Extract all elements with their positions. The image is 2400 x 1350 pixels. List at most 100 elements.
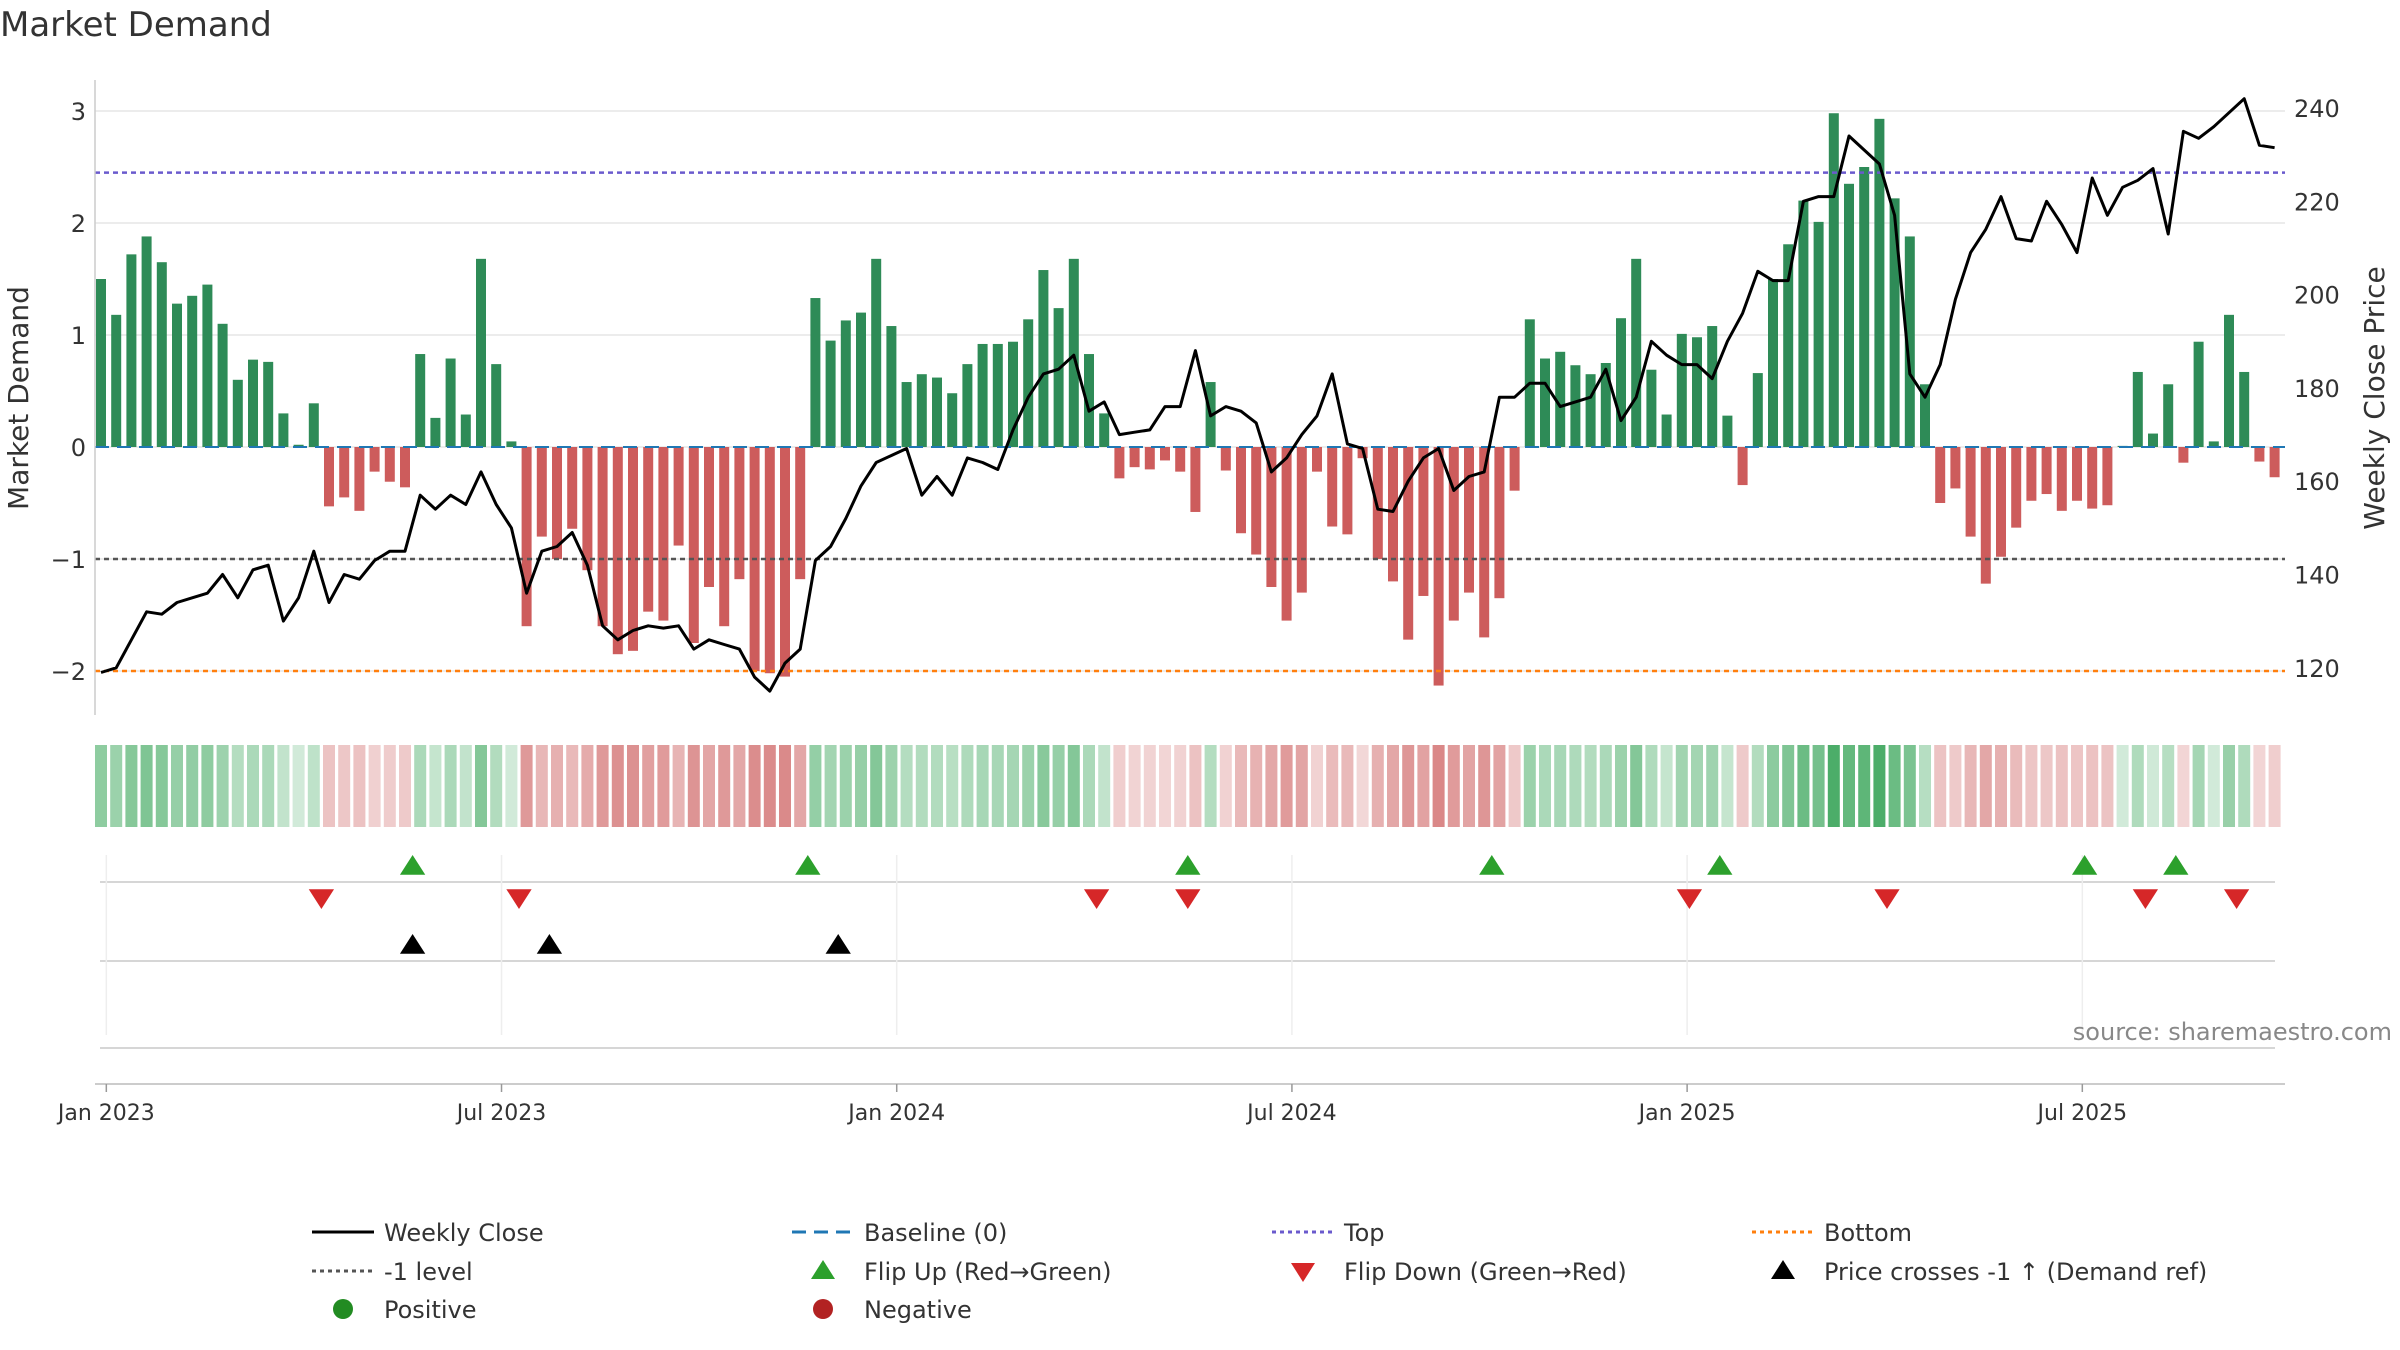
negative-bar <box>354 447 365 511</box>
x-tick-label: Jan 2023 <box>56 1101 155 1126</box>
heat-cell-negative <box>1295 745 1308 827</box>
y-tick-right-label: 240 <box>2294 95 2340 123</box>
signal-markers <box>100 855 2275 1049</box>
heat-cell-positive <box>1584 745 1597 827</box>
negative-bar <box>780 447 790 677</box>
positive-bar <box>460 414 471 447</box>
heat-cell-positive <box>1523 745 1536 827</box>
y-tick-right-label: 160 <box>2294 468 2340 496</box>
negative-bar <box>1494 447 1505 599</box>
heat-cell-positive <box>1615 745 1627 827</box>
y-tick-right-label: 120 <box>2294 655 2340 683</box>
heat-cell-negative <box>2040 745 2053 827</box>
negative-bar <box>2178 447 2189 463</box>
positive-bar <box>1631 258 1642 447</box>
heat-cell-negative <box>1447 745 1460 827</box>
negative-bar <box>1220 447 1231 471</box>
positive-bar <box>932 377 942 447</box>
price-line-layer <box>100 97 2275 693</box>
positive-bar <box>141 236 152 447</box>
positive-bar <box>1068 258 1079 447</box>
legend-swatch-dot <box>333 1299 353 1319</box>
heat-cell-negative <box>2177 745 2190 827</box>
negative-bar <box>1950 447 1961 489</box>
positive-bar <box>2239 371 2250 447</box>
negative-bar <box>628 447 638 651</box>
heat-cell-negative <box>627 745 639 827</box>
negative-bar <box>339 447 350 498</box>
positive-bar <box>1828 113 1839 448</box>
positive-bar <box>263 361 274 447</box>
negative-bar <box>1479 447 1490 638</box>
heat-cell-positive <box>2192 745 2205 827</box>
heat-cell-positive <box>1827 745 1840 827</box>
heat-cell-positive <box>216 745 229 827</box>
legend-label: Weekly Close <box>384 1219 544 1247</box>
legend-label: Top <box>1343 1219 1385 1247</box>
negative-bar <box>2087 447 2098 509</box>
heat-cell-negative <box>1736 745 1749 827</box>
negative-bar <box>2011 447 2022 528</box>
positive-bar <box>1692 337 1702 447</box>
price-cross-marker <box>536 934 563 954</box>
negative-bar <box>643 447 654 612</box>
reference-lines <box>95 171 2285 673</box>
heat-cell-positive <box>824 745 837 827</box>
heat-cell-positive <box>1037 745 1050 827</box>
heat-cell-positive <box>95 745 107 827</box>
positive-bar <box>1874 118 1885 447</box>
negative-bar <box>764 447 775 674</box>
positive-bar <box>2163 384 2174 447</box>
heat-cell-positive <box>2147 745 2159 827</box>
positive-bar <box>278 413 289 447</box>
heat-cell-positive <box>171 745 183 827</box>
heat-cell-negative <box>2025 745 2038 827</box>
negative-bar <box>1464 447 1474 593</box>
positive-bar <box>1038 270 1049 447</box>
y-tick-right-label: 180 <box>2294 375 2340 403</box>
heat-cell-negative <box>2086 745 2099 827</box>
positive-bar <box>947 393 958 447</box>
positive-bar <box>1813 221 1824 447</box>
heat-cell-negative <box>1143 745 1156 827</box>
positive-bar <box>1540 358 1550 447</box>
positive-bar <box>977 343 988 447</box>
heat-cell-negative <box>1280 745 1293 827</box>
y-tick-left-label: 0 <box>71 434 86 462</box>
positive-bar <box>1646 369 1657 447</box>
heat-cell-positive <box>900 745 913 827</box>
flip-up-marker <box>2163 855 2189 875</box>
positive-bar <box>1023 319 1034 447</box>
heat-cell-negative <box>642 745 655 827</box>
positive-bar <box>308 403 319 447</box>
y-tick-right-label: 140 <box>2294 562 2340 590</box>
heat-cell-negative <box>611 745 624 827</box>
negative-bar <box>324 447 334 507</box>
negative-bar <box>1175 447 1186 472</box>
heat-cell-positive <box>1782 745 1795 827</box>
positive-bar <box>962 364 973 447</box>
negative-bar <box>2056 447 2067 511</box>
price-cross-marker <box>399 934 426 954</box>
negative-bar <box>1251 447 1262 555</box>
heat-cell-positive <box>201 745 214 827</box>
positive-bar <box>1768 279 1778 447</box>
negative-bar <box>1996 447 2006 557</box>
positive-bar <box>840 320 851 447</box>
positive-bar <box>1722 415 1733 447</box>
heat-cell-negative <box>399 745 411 827</box>
negative-bar <box>597 447 608 627</box>
heat-cell-positive <box>1630 745 1643 827</box>
heat-cell-positive <box>946 745 959 827</box>
positive-bar <box>293 444 304 447</box>
positive-bar <box>1661 414 1672 447</box>
negative-bar <box>734 447 745 580</box>
heat-cell-negative <box>1159 745 1171 827</box>
legend-swatch-triangle-up <box>811 1260 835 1279</box>
positive-bar <box>248 359 258 447</box>
y-tick-right-label: 220 <box>2294 188 2340 216</box>
heat-cell-positive <box>444 745 457 827</box>
positive-bar <box>1008 341 1018 447</box>
negative-bar <box>2041 447 2052 495</box>
heat-cell-positive <box>1660 745 1673 827</box>
